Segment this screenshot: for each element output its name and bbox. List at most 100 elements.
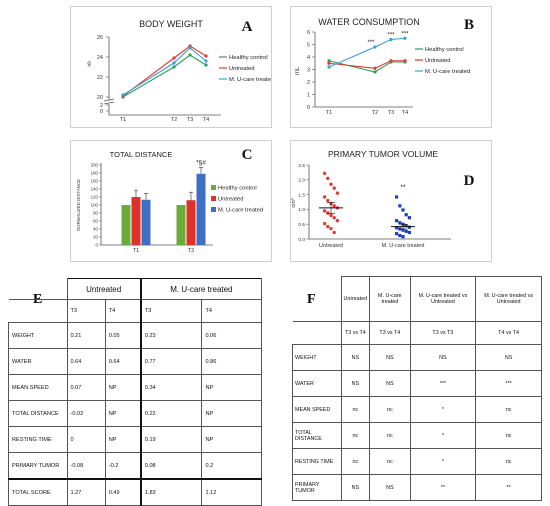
cell: * [409,448,477,475]
table-row: WATER 0.64 0.64 0.77 0.86 [8,348,262,375]
chart-title: TOTAL DISTANCE [110,150,173,159]
chart-title: BODY WEIGHT [139,19,203,29]
y-tick-label: 4 [307,55,310,61]
bar [121,205,131,245]
cell: 1.27 [66,478,106,506]
cell: nc [369,422,411,449]
data-point [401,208,405,212]
table-row: WATER NS NS *** *** [292,370,542,397]
y-tick-label: 0 [96,243,99,248]
cell: 0.19 [140,426,203,453]
panel-d: PRIMARY TUMOR VOLUME D 0.0 0.5 1.0 1.5 2.0 2.5 c… [290,140,492,262]
cell: nc [475,448,542,475]
cell: NS [340,344,371,371]
series-line [122,45,207,97]
y-tick-label: 1 [307,93,310,99]
table-corner [292,321,342,345]
data-point [188,53,192,57]
cell: 0.22 [140,400,203,427]
cell: NS [475,344,542,371]
cell: NS [369,370,411,397]
cell: 0.06 [201,322,262,349]
data-point [407,225,411,229]
cell: NP [104,374,142,401]
bar [131,197,141,245]
y-tick-label: 80 [93,211,98,216]
cell: NS [369,474,411,501]
data-point [326,176,330,181]
y-tick-label: 1.5 [298,192,305,198]
data-point [332,230,336,235]
cell: -0.2 [104,452,142,480]
table-row: RESTING TIME 0 NP 0.19 NP [8,426,262,453]
data-point [327,61,331,65]
data-point [326,224,330,229]
data-point [327,65,331,69]
bar [186,200,196,245]
cell: NP [104,426,142,453]
series-line [328,37,406,68]
significance-annotation: *** [387,33,395,39]
column-header: T4 [201,299,262,323]
data-point [398,204,402,208]
y-tick-label: 200 [91,163,99,168]
table-row: MEAN SPEED 0.07 NP 0.34 NP [8,374,262,401]
table-row: TOTAL DISTANCE -0.02 NP 0.22 NP [8,400,262,427]
y-tick-label: 2 [100,103,103,109]
series-line [122,47,207,96]
panel-c: TOTAL DISTANCE C 0 20 40 60 80 100 120 140 160 180 2… [70,140,272,262]
row-label: WATER [292,370,342,397]
data-point [404,224,408,228]
y-axis-label: cm³ [291,198,297,207]
bar [196,173,206,245]
data-point [407,230,411,235]
column-header: T3 [66,299,106,323]
table-corner [8,299,68,323]
legend-label: Untreated [218,197,243,203]
data-point [395,226,399,230]
data-point [329,226,333,231]
row-label: TOTAL SCORE [8,478,68,506]
data-point [335,191,340,195]
significance-annotation: *§# [196,159,206,166]
cell: *** [409,370,477,397]
legend-label: Healthy control [425,47,464,53]
row-label: WEIGHT [292,344,342,371]
data-point [403,59,407,63]
cell: nc [475,396,542,423]
table-row: TOTAL DISTANCE nc nc * nc [292,422,542,449]
cell: NP [201,400,262,427]
legend-swatch [211,196,216,201]
x-tick-label: T1 [326,110,332,116]
y-tick-label: 1.0 [298,207,305,213]
y-tick-label: 180 [91,171,99,176]
y-tick-label: 40 [93,227,98,232]
row-label: RESTING TIME [8,426,68,453]
legend-label: Healthy control [229,55,268,61]
group-header: Untreated [66,278,142,300]
data-point [204,54,208,58]
data-point [322,209,327,213]
data-point [322,221,327,226]
cell: 0.23 [140,322,203,349]
y-tick-label: 6 [307,30,310,36]
data-point [373,66,377,70]
y-tick-label: 22 [97,75,103,81]
chart-title: PRIMARY TUMOR VOLUME [328,149,438,159]
total-distance-chart: TOTAL DISTANCE C 0 20 40 60 80 100 120 140 160 180 2… [76,147,263,254]
row-label: PRIMARY TUMOR [292,474,342,501]
group-header: M. U-care treated vs Untreated [409,276,477,322]
data-point [204,59,208,63]
row-label: TOTAL DISTANCE [292,422,342,449]
cell: nc [369,448,411,475]
data-point [401,235,405,239]
data-point [398,233,402,238]
cell: nc [369,396,411,423]
cell: 0.34 [140,374,203,401]
series-line [122,54,207,98]
cell: 0 [66,426,106,453]
cell: NP [201,374,262,401]
legend-label: Untreated [425,58,450,64]
cell: 1.83 [140,478,203,506]
legend-label: Healthy control [218,186,257,192]
